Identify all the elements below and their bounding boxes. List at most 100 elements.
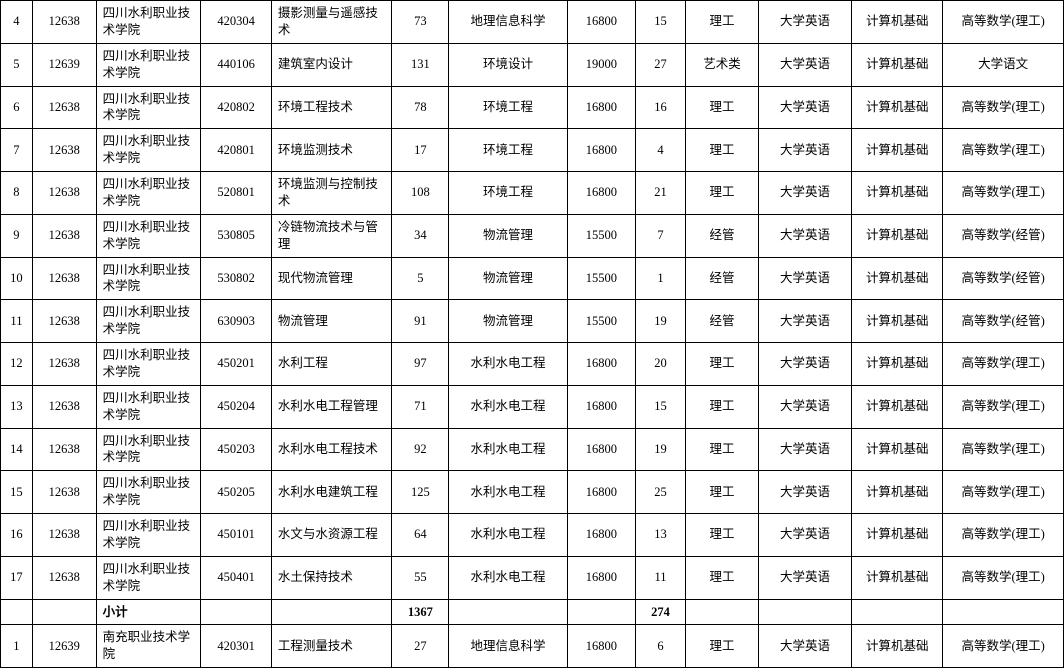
table-cell: 1 <box>1 625 33 668</box>
table-cell: 10 <box>1 257 33 300</box>
table-cell: 12638 <box>32 514 96 557</box>
table-cell: 四川水利职业技术学院 <box>96 214 201 257</box>
table-cell: 15 <box>636 1 686 44</box>
table-cell <box>271 599 392 625</box>
table-cell: 420304 <box>201 1 272 44</box>
table-cell: 理工 <box>686 428 759 471</box>
table-cell: 12638 <box>32 471 96 514</box>
table-cell: 420802 <box>201 86 272 129</box>
table-cell <box>449 599 567 625</box>
table-cell: 9 <box>1 214 33 257</box>
table-cell: 高等数学(经管) <box>943 300 1064 343</box>
table-cell: 四川水利职业技术学院 <box>96 257 201 300</box>
table-cell: 大学英语 <box>758 214 851 257</box>
table-cell: 16800 <box>567 343 635 386</box>
table-cell: 大学英语 <box>758 86 851 129</box>
table-cell: 高等数学(理工) <box>943 428 1064 471</box>
table-cell: 理工 <box>686 514 759 557</box>
table-cell: 计算机基础 <box>852 556 943 599</box>
table-cell: 地理信息科学 <box>449 625 567 668</box>
table-cell: 大学英语 <box>758 257 851 300</box>
table-cell: 420801 <box>201 129 272 172</box>
table-cell: 四川水利职业技术学院 <box>96 129 201 172</box>
table-cell: 大学英语 <box>758 172 851 215</box>
table-cell: 大学英语 <box>758 385 851 428</box>
table-cell: 12638 <box>32 556 96 599</box>
table-cell: 6 <box>1 86 33 129</box>
table-cell: 大学英语 <box>758 300 851 343</box>
table-cell: 环境设计 <box>449 43 567 86</box>
table-cell: 12638 <box>32 214 96 257</box>
table-cell: 11 <box>1 300 33 343</box>
table-cell: 125 <box>392 471 449 514</box>
table-cell: 大学英语 <box>758 343 851 386</box>
table-cell: 21 <box>636 172 686 215</box>
table-row: 1612638四川水利职业技术学院450101水文与水资源工程64水利水电工程1… <box>1 514 1064 557</box>
table-cell: 大学英语 <box>758 514 851 557</box>
table-cell: 计算机基础 <box>852 428 943 471</box>
table-cell: 16800 <box>567 625 635 668</box>
table-cell: 15 <box>636 385 686 428</box>
table-cell: 水利水电工程 <box>449 471 567 514</box>
table-cell: 大学英语 <box>758 556 851 599</box>
table-row: 1512638四川水利职业技术学院450205水利水电建筑工程125水利水电工程… <box>1 471 1064 514</box>
table-cell: 16 <box>636 86 686 129</box>
table-cell: 计算机基础 <box>852 214 943 257</box>
table-cell: 4 <box>1 1 33 44</box>
table-cell: 12 <box>1 343 33 386</box>
table-cell: 地理信息科学 <box>449 1 567 44</box>
table-cell: 小计 <box>96 599 201 625</box>
table-cell: 34 <box>392 214 449 257</box>
table-cell: 水利水电工程管理 <box>271 385 392 428</box>
table-cell: 计算机基础 <box>852 43 943 86</box>
table-cell: 16 <box>1 514 33 557</box>
table-cell: 水利水电工程 <box>449 514 567 557</box>
table-cell: 水利水电工程技术 <box>271 428 392 471</box>
table-cell: 水利水电工程 <box>449 556 567 599</box>
table-cell: 16800 <box>567 556 635 599</box>
table-cell: 物流管理 <box>449 300 567 343</box>
table-cell: 12639 <box>32 43 96 86</box>
table-cell: 8 <box>1 172 33 215</box>
table-cell: 艺术类 <box>686 43 759 86</box>
table-cell: 12638 <box>32 300 96 343</box>
table-cell: 16800 <box>567 86 635 129</box>
table-row: 1412638四川水利职业技术学院450203水利水电工程技术92水利水电工程1… <box>1 428 1064 471</box>
table-cell <box>201 599 272 625</box>
table-cell: 计算机基础 <box>852 343 943 386</box>
table-cell: 环境监测与控制技术 <box>271 172 392 215</box>
table-cell: 高等数学(经管) <box>943 257 1064 300</box>
table-body: 412638四川水利职业技术学院420304摄影测量与遥感技术73地理信息科学1… <box>1 1 1064 668</box>
table-cell <box>1 599 33 625</box>
table-cell: 450203 <box>201 428 272 471</box>
table-cell: 计算机基础 <box>852 1 943 44</box>
table-cell: 高等数学(理工) <box>943 172 1064 215</box>
table-row: 1112638四川水利职业技术学院630903物流管理91物流管理1550019… <box>1 300 1064 343</box>
table-cell: 物流管理 <box>449 214 567 257</box>
table-cell: 工程测量技术 <box>271 625 392 668</box>
table-cell: 131 <box>392 43 449 86</box>
table-row: 1012638四川水利职业技术学院530802现代物流管理5物流管理155001… <box>1 257 1064 300</box>
table-cell <box>686 599 759 625</box>
table-cell: 11 <box>636 556 686 599</box>
table-cell: 建筑室内设计 <box>271 43 392 86</box>
table-cell: 71 <box>392 385 449 428</box>
table-cell: 理工 <box>686 172 759 215</box>
table-cell: 4 <box>636 129 686 172</box>
table-cell: 5 <box>1 43 33 86</box>
table-cell: 12639 <box>32 625 96 668</box>
table-cell: 水土保持技术 <box>271 556 392 599</box>
table-cell: 530802 <box>201 257 272 300</box>
table-cell: 92 <box>392 428 449 471</box>
table-cell: 12638 <box>32 343 96 386</box>
table-cell: 12638 <box>32 257 96 300</box>
table-cell: 12638 <box>32 172 96 215</box>
table-cell: 16800 <box>567 172 635 215</box>
table-cell: 理工 <box>686 471 759 514</box>
table-row: 412638四川水利职业技术学院420304摄影测量与遥感技术73地理信息科学1… <box>1 1 1064 44</box>
table-cell: 274 <box>636 599 686 625</box>
table-cell: 12638 <box>32 385 96 428</box>
table-cell: 高等数学(理工) <box>943 129 1064 172</box>
table-cell: 冷链物流技术与管理 <box>271 214 392 257</box>
table-cell: 450401 <box>201 556 272 599</box>
